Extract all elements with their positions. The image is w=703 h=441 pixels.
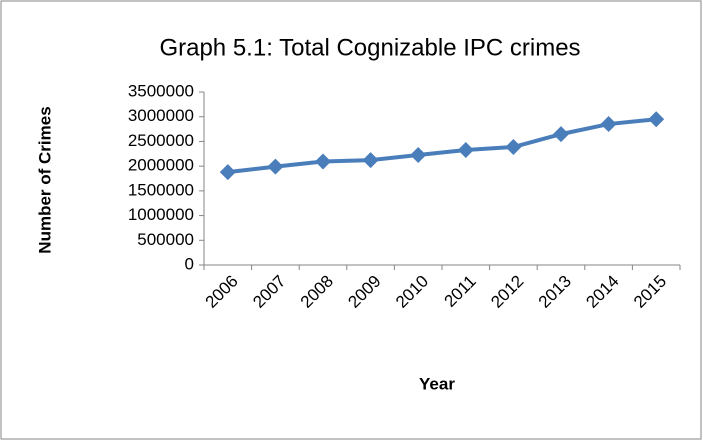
marker [362,152,379,169]
y-tick-label: 1500000 [128,180,194,199]
marker [553,126,569,143]
line [227,117,657,175]
marker [219,164,236,181]
marker [457,142,474,159]
marker [505,139,522,156]
y-tick-label: 3500000 [128,81,194,100]
chart-title: Graph 5.1: Total Cognizable IPC crimes [159,34,580,61]
marker [267,158,284,175]
y-tick-label: 500000 [137,230,194,249]
y-tick-label: 3000000 [128,106,194,125]
y-tick-label: 2000000 [128,156,194,175]
marker [315,153,331,170]
marker [410,147,427,164]
y-tick-label: 2500000 [128,131,194,150]
y-tick-label: 1000000 [128,205,194,224]
y-axis-label: Number of Crimes [35,106,54,253]
marker [648,111,665,128]
marker [600,116,617,133]
x-axis-label: Year [419,374,455,393]
y-tick-label: 0 [185,254,194,273]
